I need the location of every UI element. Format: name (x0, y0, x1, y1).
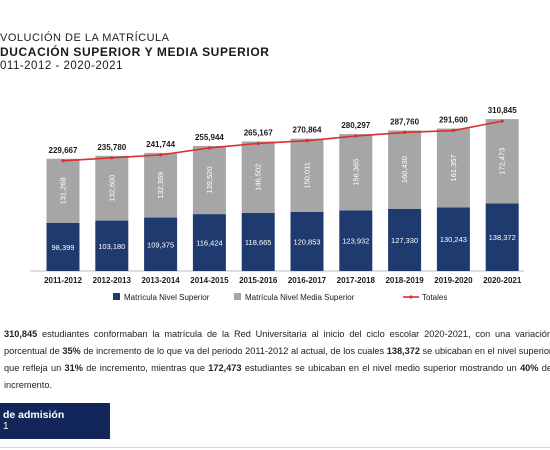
data-label-media-superior: 139,520 (205, 166, 214, 193)
totales-point (500, 119, 504, 123)
data-label-media-superior: 160,430 (400, 156, 409, 183)
legend-label-totales: Totales (422, 293, 447, 302)
summary-paragraph: 310,845 estudiantes conformaban la matrí… (4, 326, 550, 394)
data-label-total: 241,744 (146, 140, 175, 149)
data-label-media-superior: 156,365 (351, 159, 360, 186)
data-label-total: 310,845 (488, 106, 517, 115)
para-text-3: se ubicaban en el nivel superior que ref… (4, 346, 550, 373)
bar-superior (290, 211, 324, 271)
media-superior-growth-pct: 40% (520, 363, 539, 373)
bar-superior (485, 203, 519, 271)
totales-point (159, 153, 163, 157)
data-label-total: 235,780 (97, 143, 126, 152)
data-label-media-superior: 172,473 (498, 148, 507, 175)
bar-media-superior (485, 119, 519, 204)
chart-title: VOLUCIÓN DE LA MATRÍCULA DUCACIÓN SUPERI… (0, 31, 270, 74)
totales-point (207, 146, 211, 150)
x-tick-label: 2016-2017 (288, 276, 327, 285)
para-text-4: de incremento, mientras que (82, 363, 209, 373)
data-label-media-superior: 150,011 (303, 162, 312, 189)
para-text-1: estudiantes conformaban la matrícula de … (4, 329, 550, 356)
data-label-superior: 120,853 (293, 237, 320, 246)
superior-growth-pct: 31% (64, 363, 83, 373)
bar-superior (192, 214, 226, 271)
x-tick-label: 2017-2018 (337, 276, 376, 285)
admision-subtitle: 1 (3, 421, 9, 432)
bar-superior (339, 210, 373, 271)
totales-point (354, 134, 358, 138)
bar-media-superior (46, 158, 80, 223)
x-tick-label: 2015-2016 (239, 276, 278, 285)
data-label-superior: 116,424 (196, 239, 223, 248)
data-label-superior: 103,180 (98, 242, 125, 251)
para-text-6: de incremento. (4, 363, 550, 390)
data-label-superior: 138,372 (489, 233, 516, 242)
data-label-total: 280,297 (341, 121, 370, 130)
bar-media-superior (192, 145, 226, 215)
bar-media-superior (388, 130, 422, 209)
para-text-5: estudiantes se ubicaban en el nivel medi… (241, 363, 521, 373)
media-superior-count: 172,473 (208, 363, 242, 373)
x-tick-label: 2012-2013 (93, 276, 132, 285)
bar-media-superior (144, 152, 178, 218)
bar-superior (388, 208, 422, 271)
data-label-superior: 109,375 (147, 240, 174, 249)
data-label-superior: 118,665 (245, 238, 272, 247)
x-tick-label: 2020-2021 (483, 276, 522, 285)
data-label-total: 229,667 (49, 146, 78, 155)
data-label-media-superior: 146,502 (254, 164, 263, 191)
bar-superior (95, 220, 129, 271)
x-tick-label: 2018-2019 (385, 276, 424, 285)
totales-line (62, 120, 503, 162)
x-tick-label: 2011-2012 (44, 276, 82, 285)
totales-point (61, 159, 65, 163)
data-label-superior: 98,399 (52, 243, 75, 252)
data-label-superior: 123,932 (342, 237, 369, 246)
title-period: 011-2012 - 2020-2021 (0, 60, 123, 72)
totales-point (451, 128, 455, 133)
bar-media-superior (436, 128, 470, 208)
enrollment-chart: 98,399 131,268 229,667 2011-2012 103,180 132,… (30, 106, 524, 302)
x-tick-label: 2013-2014 (141, 276, 180, 285)
admision-section-header: de admisión 1 (0, 403, 110, 439)
x-tick-label: 2014-2015 (190, 276, 229, 285)
bar-media-superior (290, 138, 324, 212)
data-label-media-superior: 161,357 (449, 154, 458, 181)
bottom-divider (0, 447, 550, 448)
data-label-total: 291,600 (439, 116, 468, 125)
para-text-2: de incremento de lo que va del periodo 2… (80, 346, 387, 356)
data-label-media-superior: 132,600 (107, 175, 116, 202)
bar-superior (46, 222, 80, 271)
data-label-total: 287,760 (390, 117, 419, 126)
totales-point (256, 141, 260, 146)
bar-superior (436, 207, 470, 271)
totales-point (403, 130, 407, 135)
legend-label-media-superior: Matrícula Nivel Media Superior (245, 293, 355, 302)
total-students-value: 310,845 (4, 329, 38, 339)
bar-superior (241, 213, 275, 271)
data-label-media-superior: 132,369 (156, 172, 165, 199)
title-line-2: DUCACIÓN SUPERIOR Y MEDIA SUPERIOR (0, 45, 270, 59)
data-label-total: 270,864 (293, 126, 322, 135)
totales-point (305, 139, 309, 143)
data-label-media-superior: 131,268 (59, 177, 68, 204)
bar-superior (144, 217, 178, 271)
title-line-1: VOLUCIÓN DE LA MATRÍCULA (0, 32, 170, 44)
x-tick-label: 2019-2020 (434, 276, 473, 285)
data-label-superior: 127,330 (391, 236, 418, 245)
bar-media-superior (95, 155, 129, 221)
data-label-total: 265,167 (244, 128, 273, 137)
growth-total-pct: 35% (62, 346, 81, 356)
legend-swatch-superior (113, 293, 120, 300)
legend-swatch-media-superior (234, 293, 241, 300)
legend-label-superior: Matrícula Nivel Superior (124, 293, 210, 302)
data-label-superior: 130,243 (440, 235, 467, 244)
totales-point (110, 156, 114, 160)
legend-marker-totales (409, 295, 413, 299)
admision-title: de admisión (3, 409, 65, 421)
bar-media-superior (241, 141, 275, 214)
data-label-total: 255,944 (195, 133, 224, 142)
bar-media-superior (339, 134, 373, 211)
superior-count: 138,372 (386, 346, 420, 356)
